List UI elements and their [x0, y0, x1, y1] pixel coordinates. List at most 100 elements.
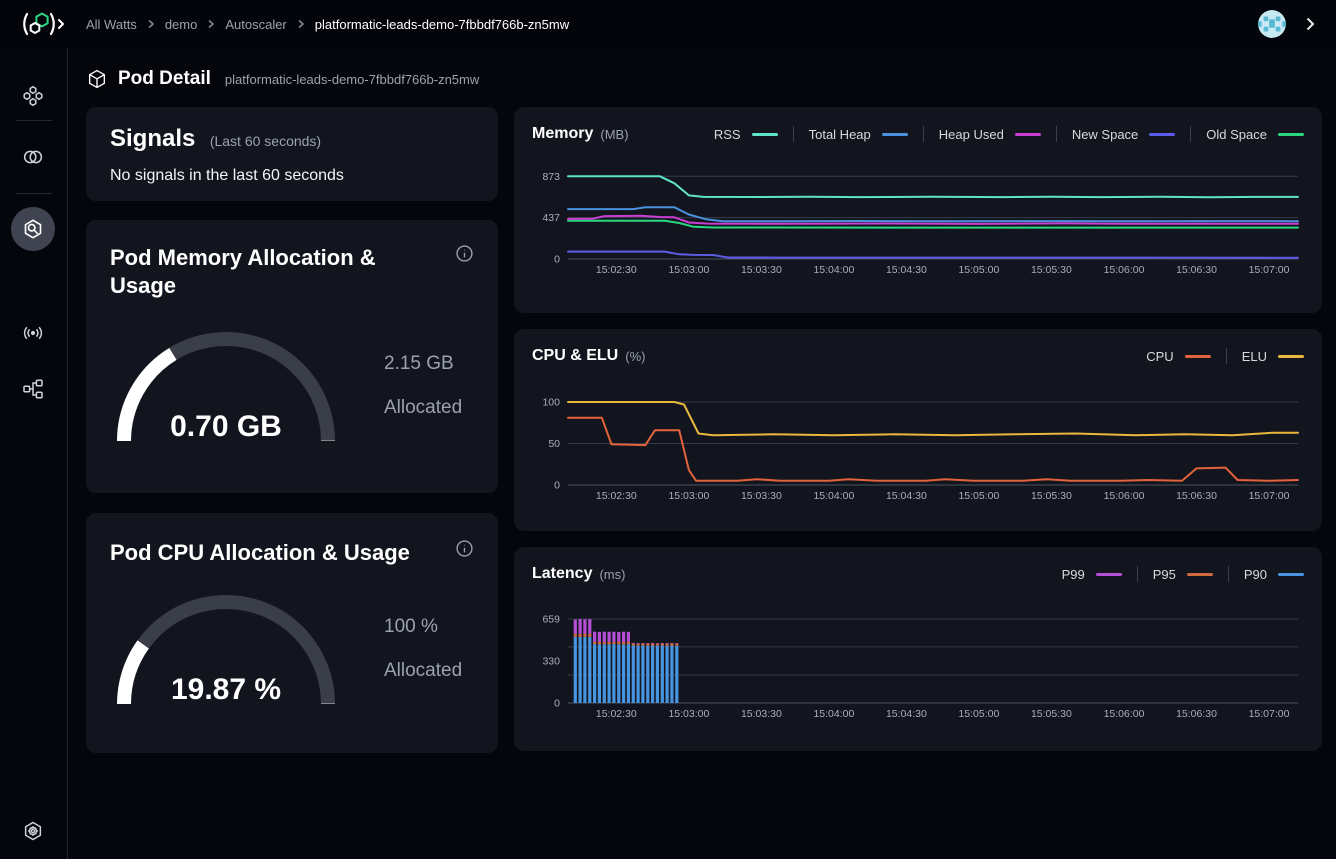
sidebar-divider — [16, 120, 52, 121]
cpu-allocated: 100 % Allocated — [384, 616, 462, 682]
info-icon[interactable] — [455, 244, 474, 263]
svg-text:15:05:30: 15:05:30 — [1031, 708, 1072, 720]
legend-swatch — [882, 133, 908, 136]
memory-chart-legend: RSSTotal HeapHeap UsedNew SpaceOld Space — [714, 126, 1304, 142]
legend-item-p90: P90 — [1244, 567, 1304, 582]
svg-text:15:04:30: 15:04:30 — [886, 264, 927, 276]
signals-message: No signals in the last 60 seconds — [110, 167, 474, 185]
latency-chart-title: Latency — [532, 565, 592, 583]
svg-text:15:03:30: 15:03:30 — [741, 490, 782, 502]
latency-chart-unit: (ms) — [599, 567, 625, 582]
legend-item-cpu: CPU — [1146, 349, 1210, 364]
svg-text:15:03:30: 15:03:30 — [741, 708, 782, 720]
memory-chart: 873437015:02:3015:03:0015:03:3015:04:001… — [532, 163, 1304, 277]
svg-text:15:06:00: 15:06:00 — [1104, 708, 1145, 720]
panel-chevron-right-icon[interactable] — [1302, 16, 1318, 32]
latency-chart: 659330015:02:3015:03:0015:03:3015:04:001… — [532, 603, 1304, 721]
user-avatar[interactable] — [1258, 10, 1286, 38]
cpu-chart-unit: (%) — [625, 349, 645, 364]
svg-text:15:07:00: 15:07:00 — [1249, 490, 1290, 502]
memory-allocated-label: Allocated — [384, 397, 462, 419]
legend-divider — [1228, 566, 1229, 582]
watts-icon — [21, 145, 45, 169]
settings-gear-icon — [21, 819, 45, 843]
legend-label: RSS — [714, 127, 741, 142]
pod-cpu-card: Pod CPU Allocation & Usage 19.87 % 100 %… — [86, 513, 498, 753]
sidebar-item-pod-detail-active[interactable] — [11, 207, 55, 251]
topology-icon — [21, 377, 45, 401]
svg-text:15:03:00: 15:03:00 — [668, 264, 709, 276]
breadcrumb-pod-name: platformatic-leads-demo-7fbbdf766b-zn5mw — [315, 17, 569, 32]
breadcrumb: All Watts demo Autoscaler platformatic-l… — [86, 17, 569, 32]
legend-item-p99: P99 — [1062, 567, 1122, 582]
avatar-identicon — [1258, 10, 1286, 38]
memory-gauge-value: 0.70 GB — [110, 410, 342, 444]
legend-divider — [923, 126, 924, 142]
cpu-allocated-value: 100 % — [384, 616, 462, 638]
legend-label: Old Space — [1206, 127, 1267, 142]
legend-swatch — [1096, 573, 1122, 576]
svg-text:15:05:00: 15:05:00 — [958, 708, 999, 720]
memory-chart-title: Memory — [532, 125, 593, 143]
legend-item-total-heap: Total Heap — [809, 127, 908, 142]
cpu-gauge-row: 19.87 % 100 % Allocated — [110, 587, 474, 711]
platformatic-logo[interactable] — [18, 9, 64, 39]
chevron-right-icon — [206, 19, 216, 29]
sidebar-item-hexgrid[interactable] — [21, 84, 45, 108]
legend-swatch — [752, 133, 778, 136]
signals-period: (Last 60 seconds) — [210, 133, 321, 149]
cpu-chart-head: CPU & ELU (%) CPUELU — [532, 343, 1304, 369]
svg-text:15:06:30: 15:06:30 — [1176, 708, 1217, 720]
memory-chart-card: Memory (MB) RSSTotal HeapHeap UsedNew Sp… — [514, 107, 1322, 313]
breadcrumb-autoscaler[interactable]: Autoscaler — [225, 17, 286, 32]
legend-label: Total Heap — [809, 127, 871, 142]
legend-divider — [1190, 126, 1191, 142]
legend-divider — [1226, 348, 1227, 364]
cube-icon — [86, 68, 108, 90]
svg-text:15:06:00: 15:06:00 — [1104, 264, 1145, 276]
legend-swatch — [1185, 355, 1211, 358]
svg-text:15:04:30: 15:04:30 — [886, 708, 927, 720]
svg-text:15:07:00: 15:07:00 — [1249, 264, 1290, 276]
pod-search-icon — [20, 216, 46, 242]
svg-text:15:04:30: 15:04:30 — [886, 490, 927, 502]
svg-text:15:02:30: 15:02:30 — [596, 264, 637, 276]
svg-text:0: 0 — [554, 480, 560, 492]
svg-text:15:04:00: 15:04:00 — [813, 490, 854, 502]
latency-chart-legend: P99 P95 P90 — [1062, 566, 1304, 582]
chevron-right-icon — [296, 19, 306, 29]
legend-divider — [793, 126, 794, 142]
sidebar-item-settings[interactable] — [21, 819, 45, 843]
svg-text:15:03:00: 15:03:00 — [668, 490, 709, 502]
legend-item-new-space: New Space — [1072, 127, 1175, 142]
sidebar-item-topology[interactable] — [21, 377, 45, 401]
cpu-gauge: 19.87 % — [110, 587, 342, 711]
svg-text:15:04:00: 15:04:00 — [813, 708, 854, 720]
legend-swatch — [1278, 133, 1304, 136]
breadcrumb-demo[interactable]: demo — [165, 17, 198, 32]
svg-text:15:06:30: 15:06:30 — [1176, 490, 1217, 502]
legend-label: P99 — [1062, 567, 1085, 582]
topbar: All Watts demo Autoscaler platformatic-l… — [0, 0, 1336, 48]
pod-memory-title-row: Pod Memory Allocation & Usage — [110, 244, 474, 300]
signals-title-row: Signals (Last 60 seconds) — [110, 125, 474, 153]
chevron-right-icon — [146, 19, 156, 29]
cpu-chart-card: CPU & ELU (%) CPUELU 10050015:02:3015:03… — [514, 329, 1322, 531]
legend-divider — [1137, 566, 1138, 582]
svg-text:659: 659 — [542, 614, 560, 626]
cpu-chart-legend: CPUELU — [1146, 348, 1304, 364]
breadcrumb-all-watts[interactable]: All Watts — [86, 17, 137, 32]
info-icon[interactable] — [455, 539, 474, 558]
page-header: Pod Detail platformatic-leads-demo-7fbbd… — [86, 64, 479, 94]
legend-item-p95: P95 — [1153, 567, 1213, 582]
sidebar-item-watts[interactable] — [21, 145, 45, 169]
legend-swatch — [1015, 133, 1041, 136]
svg-text:100: 100 — [542, 397, 560, 409]
cpu-chart-title: CPU & ELU — [532, 347, 618, 365]
sidebar-item-signals[interactable] — [21, 321, 45, 345]
platformatic-logo-icon — [18, 9, 64, 39]
svg-text:15:06:00: 15:06:00 — [1104, 490, 1145, 502]
page-title: Pod Detail — [118, 68, 211, 90]
memory-chart-head: Memory (MB) RSSTotal HeapHeap UsedNew Sp… — [532, 121, 1304, 147]
cpu-gauge-value: 19.87 % — [110, 673, 342, 707]
